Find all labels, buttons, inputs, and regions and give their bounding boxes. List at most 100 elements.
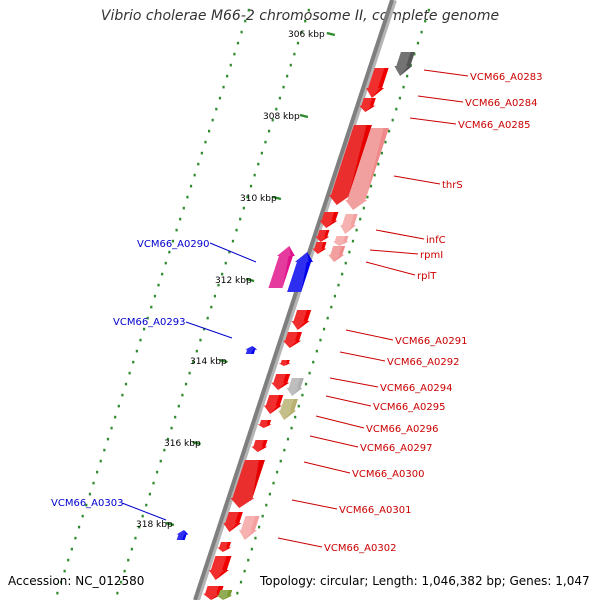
tick-dot (70, 547, 73, 551)
gene-arrow (216, 590, 233, 600)
tick-dot (300, 30, 303, 34)
label-vcm66-a0291: VCM66_A0291 (395, 336, 467, 347)
tick-dot (218, 96, 222, 100)
leader-vcm66-a0292 (339, 351, 386, 362)
tick-dot (307, 8, 310, 12)
tick-dot (135, 349, 138, 353)
leader-vcm66-a0294 (329, 377, 379, 388)
label-vcm66-a0290: VCM66_A0290 (137, 239, 209, 250)
tick-dot (228, 250, 231, 254)
tick-dot (145, 503, 148, 507)
gene-highlight (366, 68, 385, 98)
tick-dot (254, 536, 257, 540)
tick-dot (157, 283, 160, 287)
gene-arrow (345, 128, 389, 210)
tick-dot (290, 426, 293, 430)
tick-dot (267, 129, 271, 133)
gene-highlight (328, 125, 367, 205)
scale-label-306-kbp: 306 kbp (288, 30, 325, 40)
tick-dot (235, 228, 238, 232)
tick-dot (395, 107, 398, 111)
gene-highlight (278, 360, 289, 366)
tick-dot (110, 426, 113, 430)
tick-dot (236, 591, 239, 595)
tick-dot (282, 85, 285, 89)
tick-dot (106, 437, 110, 441)
innermost-dotted-ring (56, 8, 250, 595)
tick-dot (244, 19, 247, 23)
leader-rplt (365, 261, 416, 276)
tick-dot (351, 239, 355, 243)
gene-highlight (319, 212, 335, 228)
leader-vcm66-a0293 (185, 321, 233, 339)
gene-arrow (287, 252, 313, 292)
tick-dot (416, 41, 420, 45)
tick-dot (424, 19, 427, 23)
tick-dot (116, 591, 119, 595)
tick-dot (67, 558, 70, 562)
gene-arrow (271, 374, 291, 390)
leader-vcm66-a0283 (423, 69, 469, 77)
gene-highlight (283, 332, 298, 348)
gene-a0293r (278, 360, 291, 366)
tick-dot (278, 96, 282, 100)
tick-dot (56, 591, 59, 595)
tick-dot (164, 261, 167, 265)
gene-arrow (203, 586, 224, 600)
gene-a0293 (245, 346, 258, 354)
tick-dot (210, 305, 213, 309)
gene-highlight (291, 310, 308, 330)
gene-a0284 (359, 98, 376, 112)
tick-dot (127, 558, 130, 562)
gene-a0296 (257, 420, 272, 428)
tick-dot (413, 52, 416, 56)
gene-a0302b (208, 556, 232, 580)
tick-dot (261, 514, 264, 518)
tick-dot (189, 184, 193, 188)
gene-a0297 (251, 440, 268, 452)
tick-dot (130, 547, 133, 551)
gene-a0291 (291, 310, 312, 330)
gene-thrS (345, 128, 389, 210)
gene-arrow (319, 212, 339, 228)
major-tick (272, 195, 282, 201)
label-vcm66-a0294: VCM66_A0294 (380, 383, 452, 394)
tick-dot (199, 338, 202, 342)
backbone-line (193, 0, 394, 600)
tick-dot (398, 96, 402, 100)
tick-dot (275, 107, 278, 111)
tick-dot (239, 580, 243, 584)
tick-dot (174, 415, 177, 419)
tick-dot (344, 261, 347, 265)
gene-highlight (176, 530, 187, 540)
label-rpmi: rpmI (420, 250, 443, 261)
tick-dot (161, 272, 164, 276)
leader-vcm66-a0285 (409, 117, 457, 125)
gene-arrow (263, 395, 284, 414)
leader-rpmi (369, 249, 419, 255)
tick-dot (272, 481, 275, 485)
tick-dot (387, 129, 391, 133)
tick-dot (202, 327, 206, 331)
label-thrs: thrS (442, 180, 463, 191)
gene-highlight (332, 236, 346, 246)
tick-dot (197, 162, 200, 166)
gene-arrow (366, 68, 389, 98)
tick-dot (233, 52, 236, 56)
tick-dot (271, 118, 274, 122)
tick-dot (124, 382, 128, 386)
gene-arrow (286, 378, 304, 396)
tick-dot (92, 481, 95, 485)
tick-dot (369, 184, 373, 188)
major-tick (245, 277, 255, 283)
tick-dot (268, 492, 272, 496)
gene-arrow (278, 399, 298, 420)
tick-dot (229, 63, 232, 67)
tick-dot (152, 481, 155, 485)
label-vcm66-a0300: VCM66_A0300 (352, 469, 424, 480)
tick-dot (242, 206, 245, 210)
leader-vcm66-a0303 (121, 502, 167, 521)
tick-dot (293, 52, 296, 56)
tick-dot (319, 338, 322, 342)
